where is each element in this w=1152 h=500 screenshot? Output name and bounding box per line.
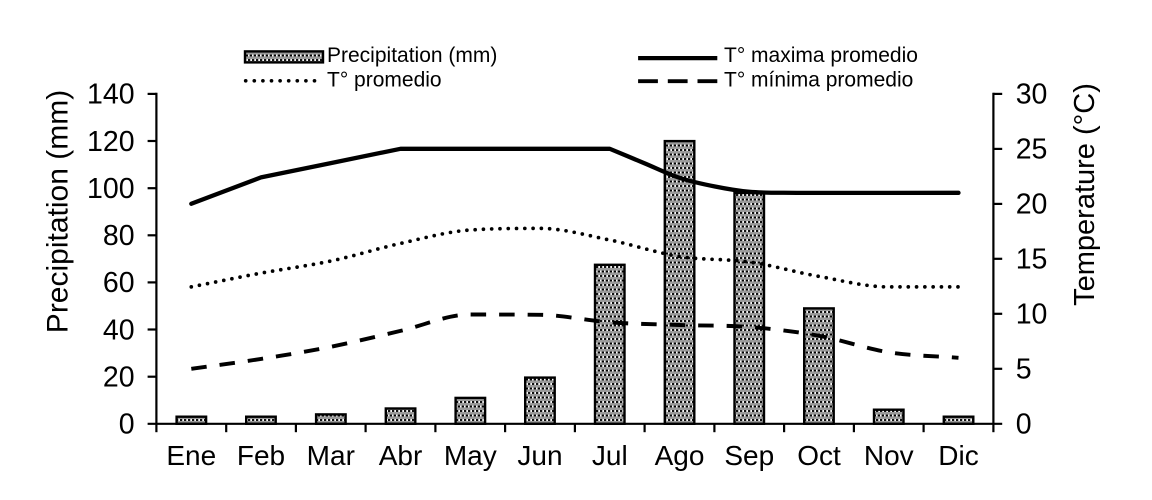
- svg-text:20: 20: [1016, 189, 1048, 221]
- svg-text:15: 15: [1016, 244, 1048, 276]
- svg-text:Temperature (°C): Temperature (°C): [1069, 83, 1101, 306]
- svg-text:10: 10: [1016, 299, 1048, 331]
- svg-text:T° promedio: T° promedio: [327, 68, 442, 91]
- svg-text:25: 25: [1016, 134, 1048, 166]
- svg-text:120: 120: [87, 126, 135, 158]
- svg-text:0: 0: [119, 409, 135, 441]
- svg-text:Mar: Mar: [307, 440, 355, 471]
- svg-text:20: 20: [103, 362, 135, 394]
- svg-text:140: 140: [87, 79, 135, 111]
- svg-text:Jun: Jun: [517, 440, 562, 471]
- svg-text:Ene: Ene: [166, 440, 216, 471]
- svg-text:May: May: [444, 440, 497, 471]
- svg-text:Sep: Sep: [724, 440, 774, 471]
- svg-text:T° mínima promedio: T° mínima promedio: [724, 68, 913, 91]
- svg-text:Precipitation (mm): Precipitation (mm): [42, 90, 75, 333]
- svg-text:T° maxima promedio: T° maxima promedio: [724, 44, 918, 67]
- svg-text:Ago: Ago: [655, 440, 705, 471]
- svg-text:0: 0: [1016, 409, 1032, 441]
- svg-text:Dic: Dic: [938, 440, 978, 471]
- svg-text:100: 100: [87, 173, 135, 205]
- svg-text:40: 40: [103, 314, 135, 346]
- svg-text:Jul: Jul: [592, 440, 628, 471]
- svg-text:5: 5: [1016, 354, 1032, 386]
- svg-text:Feb: Feb: [237, 440, 285, 471]
- svg-text:80: 80: [103, 220, 135, 252]
- svg-text:60: 60: [103, 267, 135, 299]
- svg-text:Abr: Abr: [379, 440, 423, 471]
- svg-text:30: 30: [1016, 79, 1048, 111]
- svg-text:Oct: Oct: [797, 440, 841, 471]
- svg-text:Precipitation (mm): Precipitation (mm): [327, 44, 497, 67]
- svg-text:Nov: Nov: [864, 440, 914, 471]
